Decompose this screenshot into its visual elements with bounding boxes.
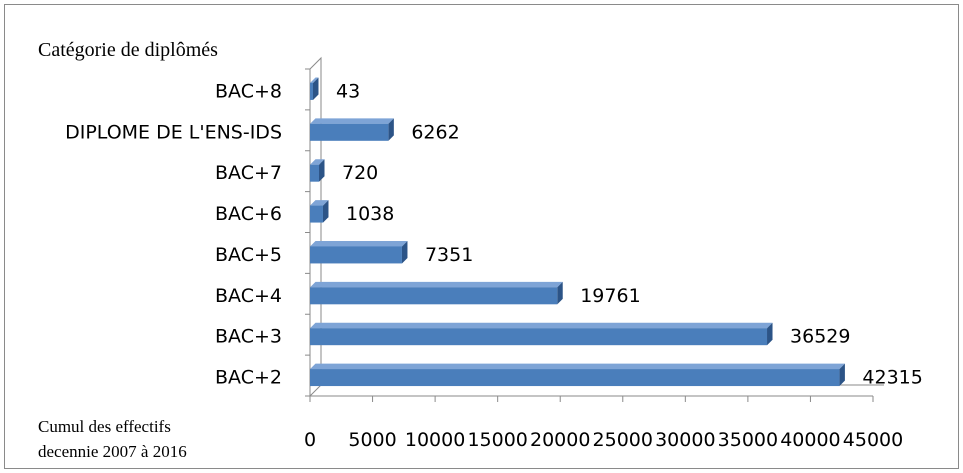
x-tick-label: 0 (304, 429, 316, 451)
bar-group (310, 241, 407, 264)
x-tick-label: 20000 (530, 429, 590, 451)
bar-group (310, 364, 845, 387)
bar (310, 287, 557, 304)
bar-group (310, 77, 319, 100)
data-label: 19761 (580, 285, 640, 307)
wall-corner (310, 385, 321, 396)
x-tick-label: 30000 (655, 429, 715, 451)
category-label: BAC+7 (215, 162, 282, 184)
category-label: DIPLOME DE L'ENS-IDS (65, 121, 282, 143)
data-label: 6262 (411, 121, 459, 143)
category-label: BAC+6 (215, 203, 282, 225)
data-label: 7351 (425, 244, 473, 266)
x-axis-title-line-2: decennie 2007 à 2016 (38, 442, 187, 461)
bar-group (310, 282, 563, 305)
bar-series (310, 77, 845, 386)
bar-group (310, 323, 773, 346)
category-label: BAC+2 (215, 367, 282, 389)
side-wall (310, 58, 321, 396)
category-label: BAC+3 (215, 326, 282, 348)
bar (310, 328, 767, 345)
category-label: BAC+4 (215, 285, 282, 307)
data-label: 36529 (790, 326, 850, 348)
x-tick-label: 40000 (780, 429, 840, 451)
data-label: 720 (342, 162, 378, 184)
data-label: 43 (336, 80, 360, 102)
x-tick-label: 45000 (843, 429, 903, 451)
bar-top (310, 282, 563, 288)
bar-group (310, 159, 325, 182)
x-tick-labels: 0 5000 10000 15000 20000 25000 30000 35000 40000… (304, 429, 903, 451)
bar-top (310, 364, 845, 370)
bar (310, 206, 323, 223)
data-label: 1038 (346, 203, 394, 225)
x-tick-label: 35000 (718, 429, 778, 451)
bar (310, 83, 313, 100)
category-label: BAC+5 (215, 244, 282, 266)
category-labels: BAC+8 DIPLOME DE L'ENS-IDS BAC+7 BAC+6 BAC+5… (65, 80, 282, 388)
chart-walls (305, 58, 884, 402)
category-label: BAC+8 (215, 80, 282, 102)
x-axis-title-line-1: Cumul des effectifs (38, 417, 171, 436)
bar (310, 246, 402, 263)
y-axis-title: Catégorie de diplômés (38, 39, 218, 61)
bar-group (310, 200, 328, 223)
bar-top (310, 118, 394, 124)
bar (310, 369, 839, 386)
bar-top (310, 323, 773, 329)
x-tick-label: 15000 (467, 429, 527, 451)
x-tick-label: 25000 (593, 429, 653, 451)
bar (310, 165, 319, 182)
bar-top (310, 241, 407, 247)
x-tick-label: 10000 (405, 429, 465, 451)
x-tick-label: 5000 (348, 429, 396, 451)
data-label: 42315 (862, 367, 922, 389)
bar (310, 124, 388, 141)
bar-group (310, 118, 394, 141)
